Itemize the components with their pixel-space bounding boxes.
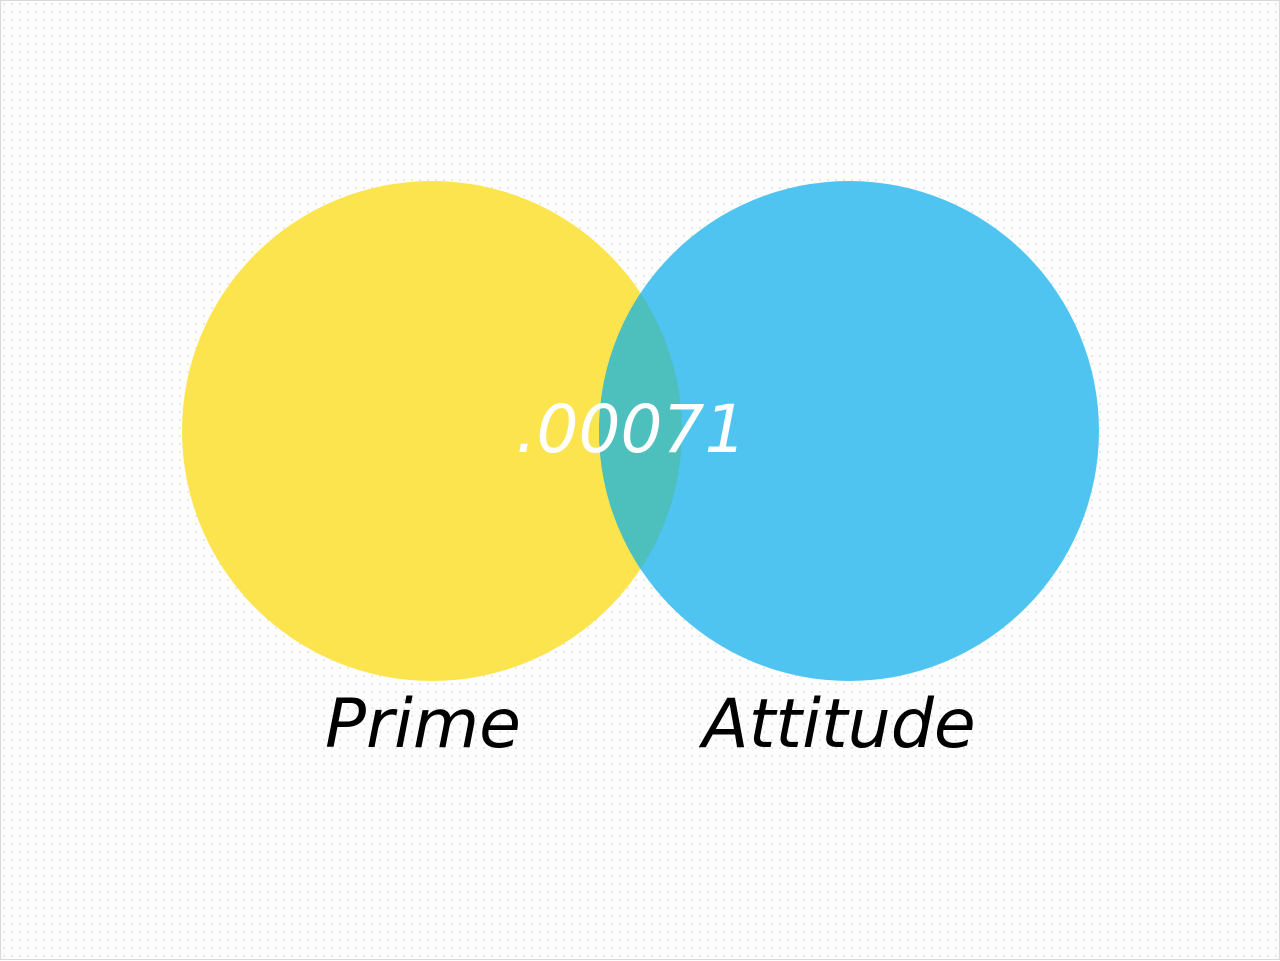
venn-circle-attitude — [599, 181, 1099, 681]
intersection-value: .00071 — [515, 391, 747, 468]
set-label-prime: Prime — [325, 685, 521, 764]
set-label-attitude: Attitude — [702, 685, 976, 764]
venn-circle-prime — [182, 181, 682, 681]
